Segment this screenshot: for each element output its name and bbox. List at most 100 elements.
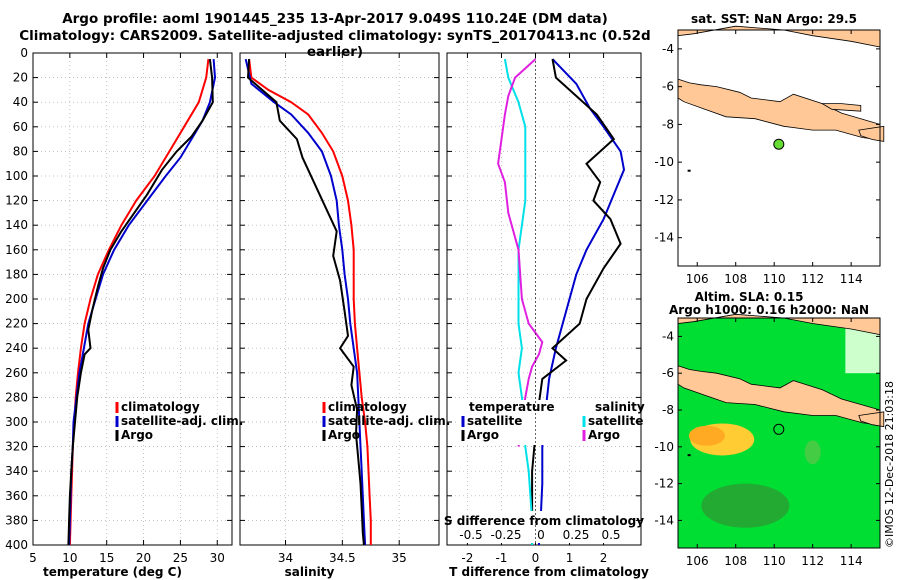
depth-tick-label: 120: [5, 194, 28, 208]
difference-xtick-label: -2: [461, 551, 473, 565]
temperature-xtick-label: 30: [210, 551, 225, 565]
salinity-frame: [239, 52, 440, 546]
map_sla-xtick-label: 110: [763, 554, 786, 568]
map_sla-ytick-label: -14: [654, 513, 674, 527]
map_sst-ytick-label: -10: [654, 155, 674, 169]
salinity-series-argo: [246, 59, 365, 546]
temperature-legend-label: climatology: [121, 400, 200, 414]
depth-tick-label: 40: [13, 95, 28, 109]
temperature-xtick-label: 20: [136, 551, 151, 565]
map_sla-christmas-island: [687, 454, 691, 457]
salinity-xtick-label: 34: [278, 551, 293, 565]
sdiff-axis-box: [455, 511, 635, 543]
depth-tick-label: 180: [5, 267, 28, 281]
map_sst-xtick-label: 110: [763, 272, 786, 286]
depth-tick-label: 380: [5, 513, 28, 527]
map_sst-title: sat. SST: NaN Argo: 29.5: [691, 12, 857, 26]
depth-tick-label: 320: [5, 440, 28, 454]
salinity-xlabel: salinity: [285, 565, 335, 579]
depth-tick-label: 400: [5, 538, 28, 552]
temperature-series-argo: [67, 58, 214, 546]
sdiff-axis-label: S difference from climatology: [444, 514, 644, 528]
diff-legend-title-left: temperature: [469, 400, 554, 414]
salinity-xtick-label: 35: [392, 551, 407, 565]
temperature-legend-label: Argo: [121, 428, 153, 442]
difference-xtick-label: 0: [532, 551, 540, 565]
depth-tick-label: 260: [5, 366, 28, 380]
map_sla-frame: [677, 317, 881, 549]
difference-xtick-label: 1: [566, 551, 574, 565]
sdiff-tick-label: 0.25: [563, 528, 590, 542]
map_sst-ytick-label: -14: [654, 231, 674, 245]
temperature-series-climatology: [68, 58, 210, 546]
title-line-1: Argo profile: aoml 1901445_235 13-Apr-20…: [62, 11, 608, 27]
salinity-series-satellite-adj-clim-: [244, 58, 367, 546]
depth-tick-label: 140: [5, 218, 28, 232]
map_sla-argo-marker: [773, 423, 785, 435]
salinity-legend-label: climatology: [328, 400, 407, 414]
credit-text: ©IMOS 12-Dec-2018 21:03:18: [883, 381, 896, 548]
depth-tick-label: 160: [5, 243, 28, 257]
depth-tick-label: 240: [5, 341, 28, 355]
map_sla-ytick-label: -10: [654, 440, 674, 454]
diff-legend-label: satellite: [467, 414, 522, 428]
depth-tick-label: 360: [5, 489, 28, 503]
sdiff-tick-label: -0.25: [490, 528, 521, 542]
difference-series-s-satellite: [503, 58, 534, 545]
map_sla-title-line2: Argo h1000: 0.16 h2000: NaN: [669, 303, 869, 317]
map_sst-ytick-label: -4: [662, 42, 674, 56]
difference-xlabel: T difference from climatology: [449, 565, 649, 579]
depth-tick-label: 220: [5, 317, 28, 331]
depth-tick-label: 300: [5, 415, 28, 429]
map_sla-title-line1: Altim. SLA: 0.15: [695, 290, 804, 304]
map_sla-ytick-label: -8: [662, 403, 674, 417]
map_sst-argo-marker: [773, 138, 785, 150]
map_sst-frame: [677, 29, 881, 267]
map_sst-christmas-island: [687, 169, 691, 172]
map_sla-xtick-label: 112: [801, 554, 824, 568]
diff-legend-title-right: salinity: [595, 400, 645, 414]
map_sla-low-anomaly: [701, 483, 790, 528]
map_sla-xtick-label: 108: [724, 554, 747, 568]
depth-tick-label: 280: [5, 390, 28, 404]
diff-legend-label: Argo: [467, 428, 499, 442]
sdiff-tick-label: 0: [537, 528, 545, 542]
map_sla-ytick-label: -4: [662, 329, 674, 343]
difference-series-s-argo: [497, 58, 544, 447]
temperature-series-satellite-adj-clim-: [68, 59, 217, 546]
map_sla-ytick-label: -6: [662, 366, 674, 380]
temperature-xtick-label: 10: [62, 551, 77, 565]
sdiff-tick-label: -0.5: [459, 528, 482, 542]
temperature-xtick-label: 15: [99, 551, 114, 565]
depth-tick-label: 80: [13, 144, 28, 158]
map_sst-xtick-label: 112: [801, 272, 824, 286]
map_sla-xtick-label: 114: [840, 554, 863, 568]
temperature-frame: [32, 52, 233, 546]
map_sla-low-patch: [804, 440, 821, 465]
map_sst-ytick-label: -12: [654, 193, 674, 207]
map_sst-xtick-label: 114: [840, 272, 863, 286]
map_sla-xtick-label: 106: [686, 554, 709, 568]
temperature-xtick-label: 5: [29, 551, 37, 565]
sdiff-tick-label: 0.5: [601, 528, 620, 542]
temperature-xtick-label: 25: [173, 551, 188, 565]
salinity-legend-label: Argo: [328, 428, 360, 442]
difference-xtick-label: -1: [495, 551, 507, 565]
title-line-2: Climatology: CARS2009. Satellite-adjuste…: [19, 28, 651, 60]
diff-legend-label: satellite: [588, 414, 643, 428]
depth-tick-label: 340: [5, 464, 28, 478]
depth-tick-label: 200: [5, 292, 28, 306]
map_sst-xtick-label: 108: [724, 272, 747, 286]
temperature-xlabel: temperature (deg C): [43, 565, 182, 579]
temperature-legend-label: satellite-adj. clim.: [121, 414, 243, 428]
depth-tick-label: 100: [5, 169, 28, 183]
diff-legend-box: [459, 400, 635, 445]
map_sla-warm-core: [688, 425, 725, 446]
depth-tick-label: 20: [13, 71, 28, 85]
map_sst-land: [820, 103, 862, 112]
difference-series-t-satellite: [537, 58, 626, 546]
depth-tick-label: 60: [13, 120, 28, 134]
salinity-xtick-label: 34.5: [329, 551, 356, 565]
depth-tick-label: 0: [20, 46, 28, 60]
